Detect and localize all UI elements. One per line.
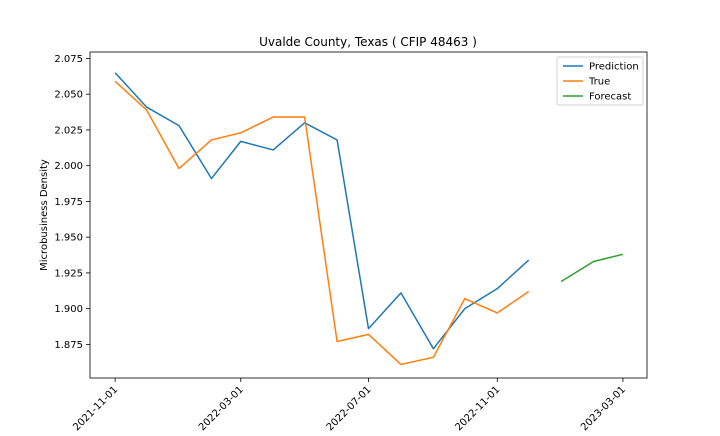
x-tick-label: 2022-03-01 xyxy=(197,384,246,432)
y-tick-label: 2.000 xyxy=(54,161,83,172)
y-tick-label: 2.025 xyxy=(54,125,83,136)
y-tick-label: 1.975 xyxy=(54,197,83,208)
series-line-true xyxy=(114,80,530,366)
legend-label-prediction: Prediction xyxy=(589,62,639,73)
x-tick-label: 2022-11-01 xyxy=(454,384,503,432)
x-tick-label: 2023-03-01 xyxy=(579,384,628,432)
legend-label-forecast: Forecast xyxy=(589,92,631,103)
legend-label-true: True xyxy=(588,77,610,88)
plot-frame xyxy=(89,51,648,379)
x-tick-label: 2021-11-01 xyxy=(71,384,120,432)
chart-title: Uvalde County, Texas ( CFIP 48463 ) xyxy=(259,35,477,49)
x-tick-label: 2022-07-01 xyxy=(325,384,374,432)
legend-box xyxy=(556,56,644,106)
y-axis-label: Microbusiness Density xyxy=(39,159,50,271)
series-line-prediction xyxy=(114,72,530,350)
y-tick-label: 1.950 xyxy=(54,233,83,244)
legend: Prediction True Forecast xyxy=(556,56,644,106)
y-tick-label: 1.925 xyxy=(54,268,83,279)
series-line-forecast xyxy=(560,253,624,283)
y-tick-label: 2.050 xyxy=(54,90,83,101)
plot-area: 1.875 1.900 1.925 1.950 1.975 2.000 2.025 2.050… xyxy=(54,54,628,433)
y-tick-label: 2.075 xyxy=(54,54,83,65)
y-tick-label: 1.875 xyxy=(54,340,83,351)
y-tick-label: 1.900 xyxy=(54,304,83,315)
